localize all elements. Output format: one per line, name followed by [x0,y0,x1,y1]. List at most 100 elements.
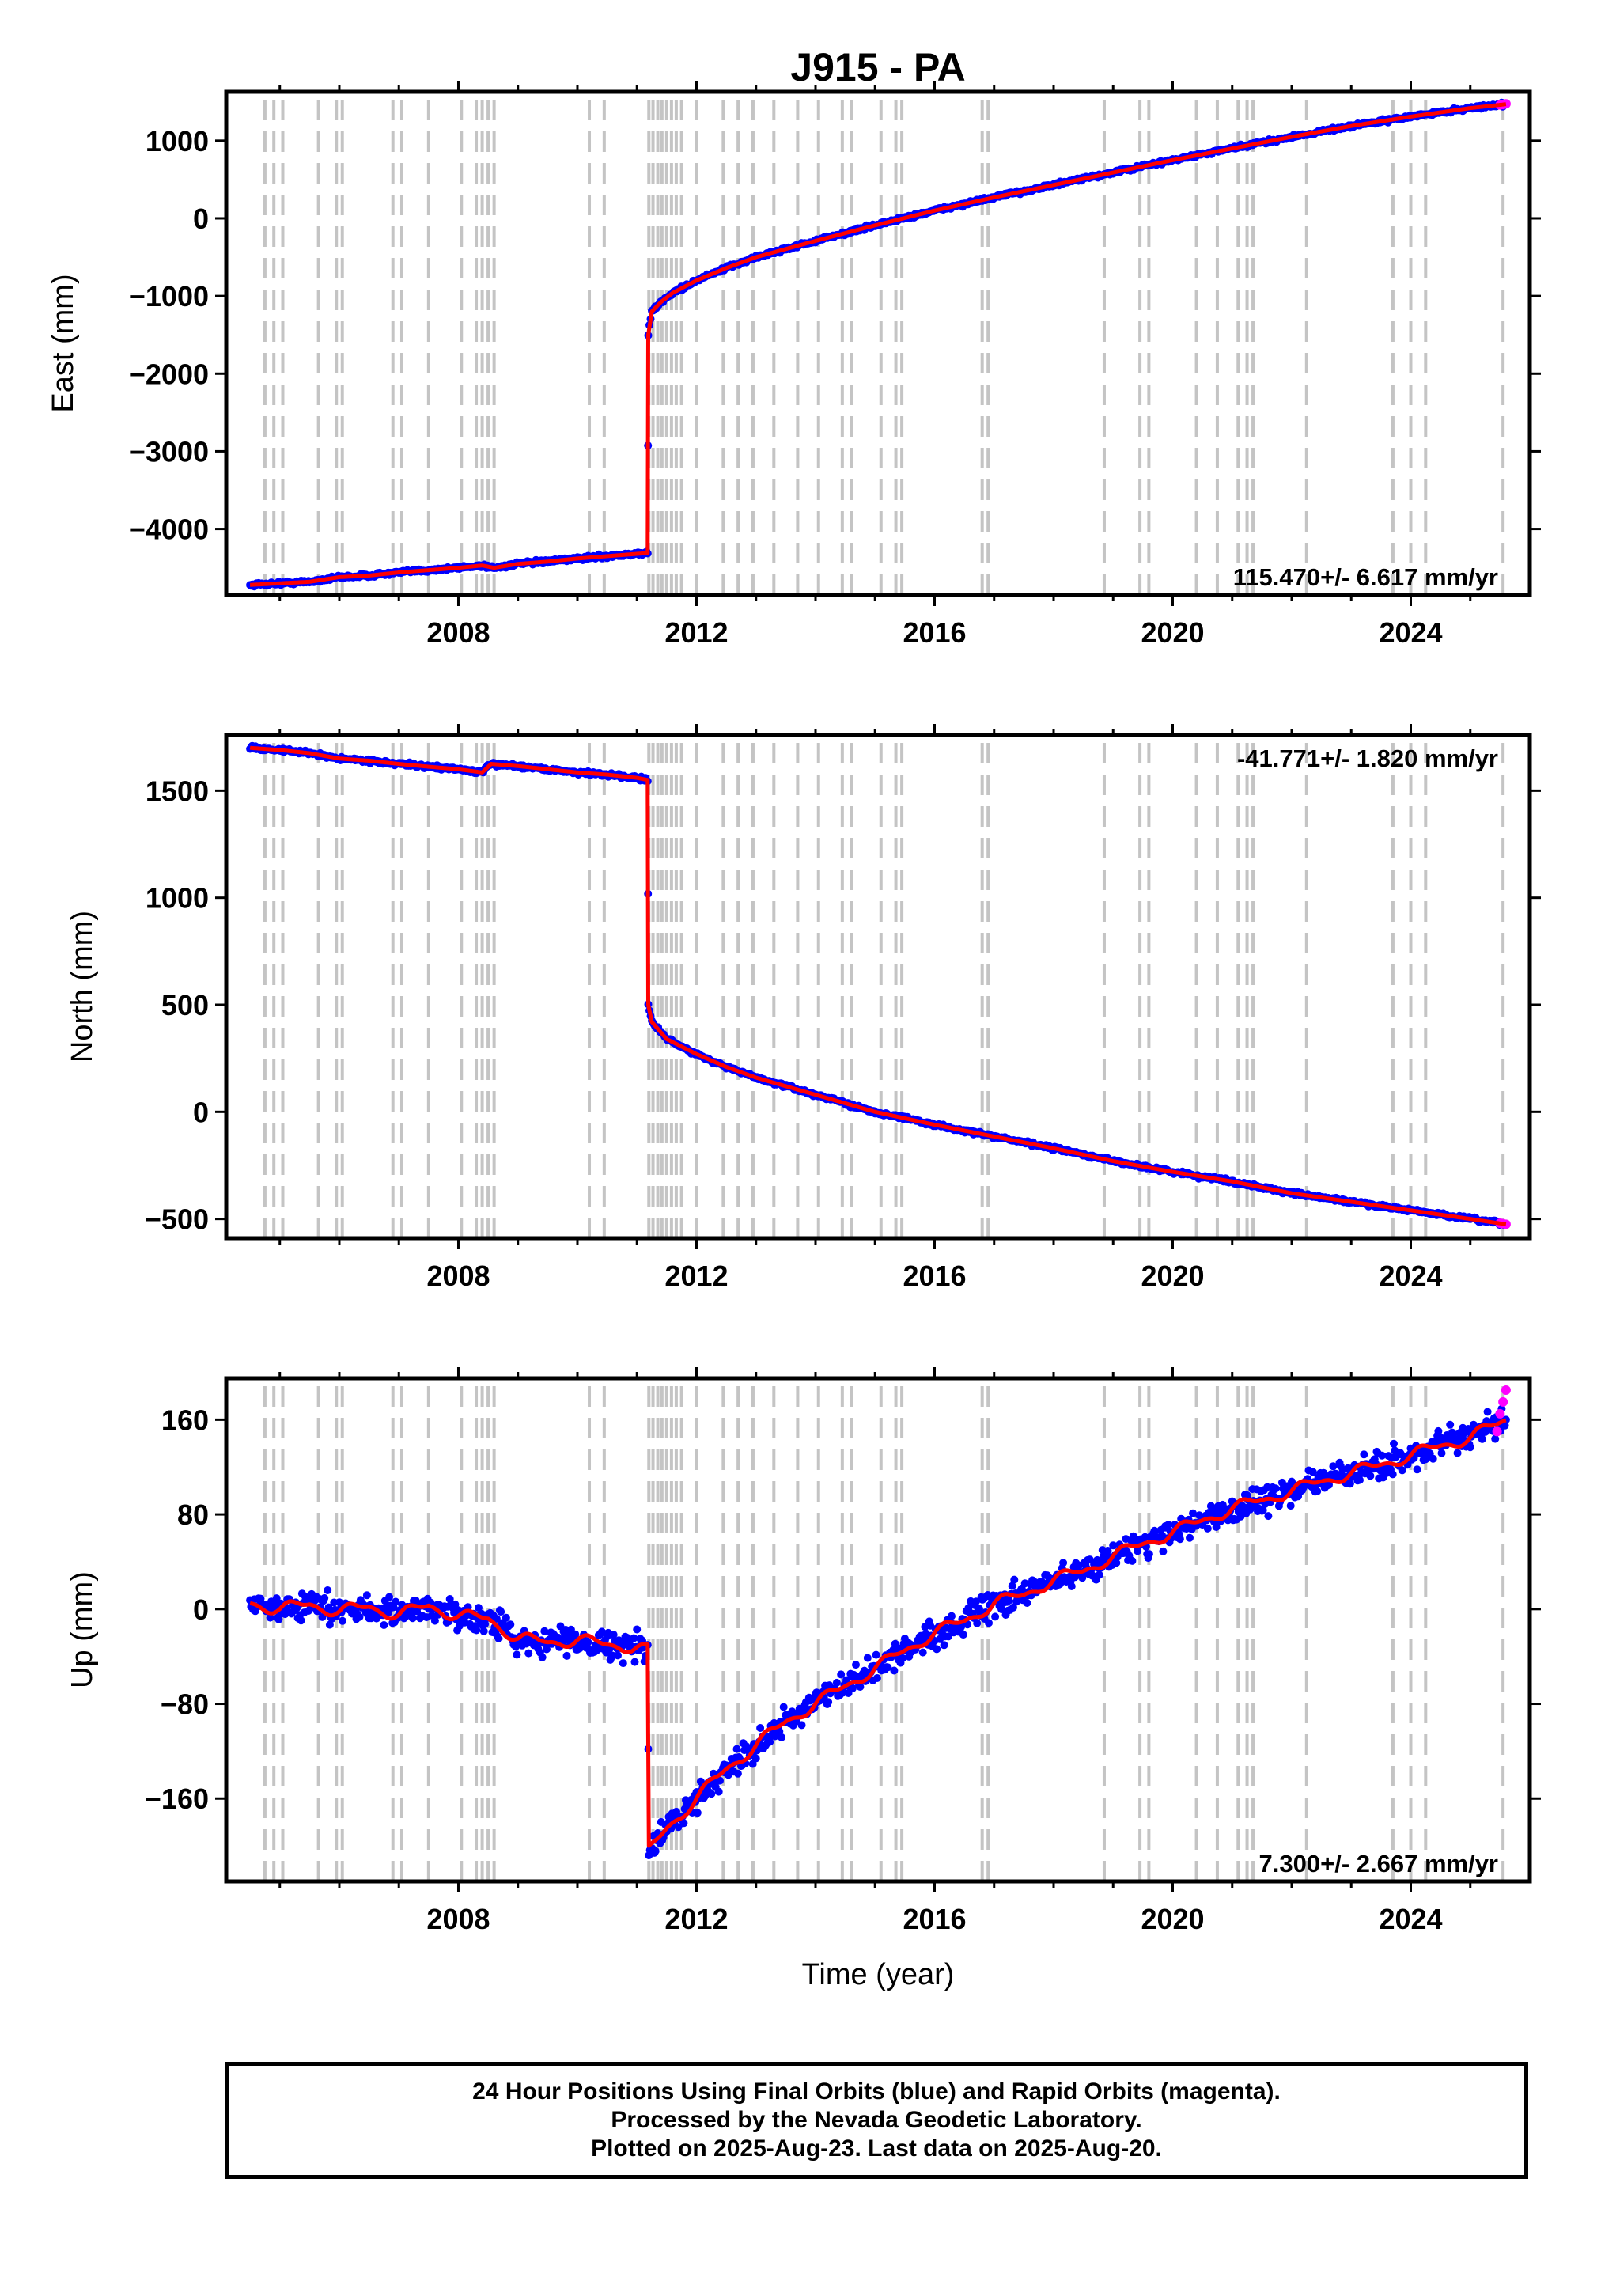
final-orbit-point [1478,1434,1486,1443]
rapid-orbit-point [1498,1396,1508,1407]
final-orbit-point [1128,1556,1137,1565]
final-orbit-point [872,1650,880,1659]
final-orbit-point [562,1651,571,1660]
y-tick-label: 80 [177,1498,209,1531]
final-orbit-point [1059,1559,1068,1567]
y-axis-label: East (mm) [47,274,80,412]
final-orbit-point [1186,1533,1194,1542]
panel-frame [224,733,1532,1241]
final-orbit-point [1010,1575,1019,1584]
x-tick-label: 2008 [426,616,490,649]
velocity-label: 7.300+/- 2.667 mm/yr [1259,1850,1498,1877]
x-tick-label: 2008 [426,1903,490,1935]
plot-area-up [246,1385,1511,1881]
final-orbit-point [494,1635,503,1642]
final-orbit-point [380,1621,388,1629]
final-orbit-point [693,1809,702,1817]
final-orbit-point [513,1650,521,1659]
final-orbit-point [779,1703,788,1711]
final-orbit-point [991,1612,1000,1621]
x-tick-label: 2020 [1141,1260,1204,1292]
final-orbit-point [1159,1547,1168,1555]
final-orbit-point [1413,1465,1421,1474]
final-orbit-point [1095,1570,1103,1579]
y-tick-label: 1000 [146,125,209,157]
final-orbit-point [948,1612,956,1620]
final-orbit-point [1346,1480,1354,1488]
panel-east: −4000 −3000 −2000 −1000 0 1000 2008 2012 2016 202… [47,45,1541,649]
final-orbit-point [778,1733,785,1741]
final-orbit-point [985,1619,993,1627]
y-tick-label: −1000 [129,280,209,313]
final-orbit-point [852,1661,860,1669]
x-tick-label: 2024 [1379,616,1442,649]
y-tick-label: 0 [193,1593,209,1626]
x-tick-label: 2024 [1379,1903,1442,1935]
model-fit-line [248,1418,1508,1848]
final-orbit-point [584,1638,592,1646]
final-orbit-point [918,1648,927,1657]
x-tick-label: 2008 [426,1260,490,1292]
final-orbit-point [714,1787,723,1796]
final-orbit-point [1437,1449,1446,1457]
final-orbit-point [1264,1512,1273,1521]
final-orbit-point [832,1678,841,1687]
final-orbit-point [733,1769,742,1778]
final-orbit-points [246,98,1510,591]
final-orbit-point [297,1616,305,1625]
final-orbit-point [973,1619,982,1627]
plot-area-east [246,98,1511,595]
final-orbit-point [472,1626,481,1635]
final-orbit-points [246,1404,1510,1860]
final-orbit-point [751,1754,760,1763]
y-tick-label: 0 [193,203,209,235]
final-orbit-point [1313,1487,1322,1495]
final-orbit-point [707,1790,716,1798]
final-orbit-point [1429,1454,1437,1463]
final-orbit-point [614,1651,622,1660]
y-tick-label: 500 [161,989,209,1021]
final-orbit-point [1067,1582,1076,1590]
final-orbit-point [890,1666,899,1675]
final-orbit-point [1360,1450,1368,1459]
final-orbit-point [797,1721,806,1730]
final-orbit-point [524,1649,533,1658]
final-orbit-point [408,1614,417,1623]
rapid-orbit-point [1495,1408,1505,1419]
x-tick-label: 2020 [1141,616,1204,649]
y-axis-label: North (mm) [66,911,99,1063]
final-orbit-point [1453,1449,1462,1457]
final-orbit-point [538,1653,547,1661]
model-fit-line [248,102,1508,587]
y-tick-label: 160 [161,1404,209,1436]
final-orbit-point [1446,1420,1455,1429]
x-tick-label: 2016 [903,1260,966,1292]
final-orbit-point [1390,1439,1398,1448]
x-axis-label: Time (year) [802,1958,955,1991]
final-orbit-point [1145,1550,1153,1559]
final-orbit-point [1023,1599,1031,1607]
final-orbit-point [339,1616,346,1625]
final-orbit-point [385,1593,394,1601]
final-orbit-point [619,1659,627,1668]
panel-up: −160 −80 0 80 160 2008 2012 2016 2020 2024 Up (mm)… [66,1367,1541,1991]
final-orbit-point [497,1608,505,1616]
y-tick-label: −4000 [129,513,209,546]
y-axis-label: Up (mm) [66,1571,99,1688]
x-tick-label: 2012 [664,616,728,649]
y-tick-label: −160 [145,1783,209,1815]
final-orbit-point [1388,1470,1397,1479]
y-tick-label: −500 [145,1203,209,1236]
velocity-label: 115.470+/- 6.617 mm/yr [1233,563,1498,591]
plot-area-north [246,741,1511,1238]
x-tick-label: 2016 [903,616,966,649]
final-orbit-point [506,1620,515,1629]
processing-note-box: 24 Hour Positions Using Final Orbits (bl… [225,2062,1528,2179]
y-tick-label: 1000 [146,882,209,915]
panel-north: −500 0 500 1000 1500 2008 2012 2016 2020 2024 Nort… [66,724,1541,1292]
rapid-orbit-point [1492,1426,1502,1437]
final-orbit-point [940,1641,948,1650]
final-orbit-point [1203,1524,1212,1533]
final-orbit-point [1271,1484,1280,1493]
